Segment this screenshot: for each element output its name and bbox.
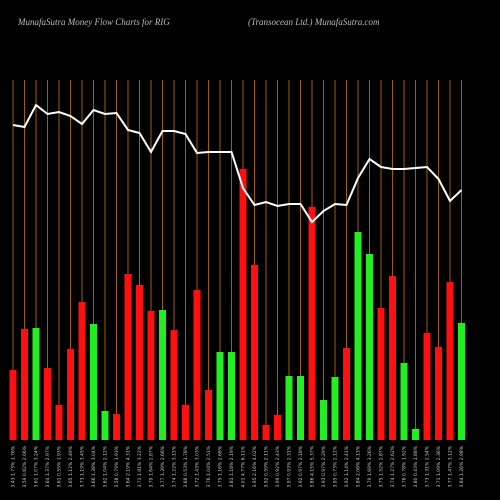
bar <box>9 370 17 440</box>
x-tick-label: 3.84 1.26% 2.98% <box>459 445 465 487</box>
x-tick-label: 3.92 0.97% 2.18% <box>298 445 304 487</box>
bar <box>124 274 132 440</box>
bar <box>331 377 339 440</box>
bar <box>320 400 327 440</box>
chart-subtitle: (Transocean Ltd.) MunafaSutra.com <box>248 17 380 27</box>
bar <box>423 333 431 440</box>
x-tick-label: 3.71 1.81% 3.22% <box>137 445 143 487</box>
bar <box>239 169 247 440</box>
bar <box>308 207 316 440</box>
bar <box>435 347 442 440</box>
bar <box>400 363 408 440</box>
x-tick-label: 3.79 1.64% 2.87% <box>149 445 155 487</box>
x-tick-label: 3.65 1.12% 2.49% <box>68 445 74 487</box>
bar <box>354 232 362 440</box>
bar <box>170 330 178 440</box>
x-tick-label: 3.77 1.47% 3.12% <box>448 445 454 487</box>
x-tick-label: 4.01 4.77% 6.11% <box>241 445 247 487</box>
x-tick-label: 3.73 1.19% 3.45% <box>80 445 86 487</box>
bar <box>159 310 166 440</box>
bar <box>55 405 63 440</box>
x-tick-label: 3.76 1.04% 2.51% <box>206 445 212 487</box>
x-tick-label: 3.86 4.15% 5.37% <box>310 445 316 487</box>
x-tick-label: 3.75 1.52% 2.87% <box>379 445 385 487</box>
x-tick-label: 3.95 0.73% 2.12% <box>333 445 339 487</box>
x-tick-label: 3.95 2.16% 4.02% <box>252 445 258 487</box>
bar <box>32 328 40 440</box>
bar <box>377 308 385 440</box>
bar <box>262 425 270 440</box>
bar <box>285 376 293 440</box>
bar <box>113 414 120 440</box>
x-tick-label: 3.81 1.18% 2.19% <box>229 445 235 487</box>
bar <box>297 376 304 440</box>
x-tick-label: 3.80 0.43% 1.88% <box>413 445 419 487</box>
x-tick-label: 3.59 0.82% 2.06% <box>22 445 28 487</box>
price-line <box>12 103 463 224</box>
x-tick-label: 3.64 2.19% 4.31% <box>126 445 132 487</box>
bar <box>182 405 189 440</box>
x-tick-label: 3.74 1.27% 2.62% <box>390 445 396 487</box>
bar <box>228 352 235 440</box>
x-tick-label: 3.71 1.09% 2.36% <box>436 445 442 487</box>
bar <box>446 282 454 440</box>
bar <box>147 311 155 440</box>
x-tick-label: 3.74 1.22% 3.15% <box>172 445 178 487</box>
bar <box>21 329 28 440</box>
x-tick-label: 3.61 0.55% 1.93% <box>57 445 63 487</box>
bar <box>389 276 396 440</box>
x-tick-label: 3.68 0.53% 1.78% <box>183 445 189 487</box>
x-tick-label: 3.62 1.04% 2.12% <box>103 445 109 487</box>
x-tick-label: 3.84 2.06% 4.13% <box>356 445 362 487</box>
bar <box>366 254 373 440</box>
bar <box>458 323 465 440</box>
x-tick-label: 3.73 1.31% 2.54% <box>425 445 431 487</box>
x-tick-label: 3.92 0.59% 2.11% <box>264 445 270 487</box>
x-tick-label: 3.79 1.69% 3.26% <box>367 445 373 487</box>
x-tick-label: 3.64 1.37% 2.97% <box>45 445 51 487</box>
x-tick-label: 3.66 1.38% 3.04% <box>91 445 97 487</box>
bar <box>78 302 86 440</box>
x-tick-label: 3.97 0.93% 2.31% <box>287 445 293 487</box>
x-tick-label: 3.61 1.07% 3.24% <box>34 445 40 487</box>
bar <box>136 285 143 440</box>
bar <box>205 390 212 440</box>
x-tick-label: 3.99 0.92% 2.43% <box>275 445 281 487</box>
bar <box>343 348 350 440</box>
bar <box>67 349 74 440</box>
bar <box>101 411 109 440</box>
x-tick-label: 3.76 0.78% 1.92% <box>402 445 408 487</box>
x-tick-label: 3.72 1.43% 3.03% <box>195 445 201 487</box>
chart-title: MunafaSutra Money Flow Charts for RIG <box>17 17 170 27</box>
x-tick-label: 3.58 0.79% 1.93% <box>114 445 120 487</box>
bar <box>274 415 281 440</box>
bar <box>216 352 224 440</box>
bar <box>251 265 258 440</box>
x-tick-label: 3.93 0.97% 2.29% <box>321 445 327 487</box>
bar <box>44 368 51 440</box>
x-tick-label: 3.43 1.73% 1.76% <box>11 445 17 487</box>
bar <box>193 290 201 440</box>
bar <box>412 429 419 440</box>
bar <box>90 324 97 440</box>
x-tick-label: 3.77 1.39% 2.66% <box>160 445 166 487</box>
x-tick-label: 3.92 1.14% 2.41% <box>344 445 350 487</box>
x-tick-label: 3.75 1.16% 2.68% <box>218 445 224 487</box>
